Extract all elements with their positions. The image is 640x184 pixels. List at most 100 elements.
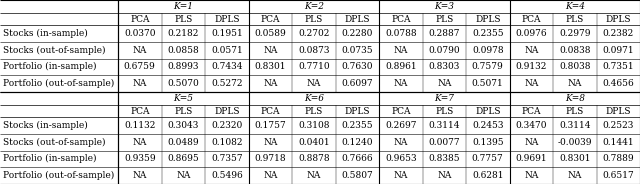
- Text: PCA: PCA: [130, 107, 150, 116]
- Text: 0.0978: 0.0978: [472, 46, 504, 55]
- Text: NA: NA: [524, 79, 538, 88]
- Text: 0.1082: 0.1082: [211, 138, 243, 147]
- Text: NA: NA: [132, 79, 147, 88]
- Text: 0.6517: 0.6517: [602, 171, 634, 180]
- Text: K=8: K=8: [564, 94, 585, 103]
- Text: 0.1757: 0.1757: [254, 121, 286, 130]
- Text: 0.0735: 0.0735: [341, 46, 373, 55]
- Text: K=2: K=2: [304, 2, 324, 11]
- Text: 0.8303: 0.8303: [429, 62, 460, 71]
- Text: 0.2355: 0.2355: [341, 121, 373, 130]
- Text: 0.9132: 0.9132: [516, 62, 547, 71]
- Text: PLS: PLS: [435, 107, 453, 116]
- Text: NA: NA: [132, 46, 147, 55]
- Text: NA: NA: [176, 171, 191, 180]
- Text: 0.4656: 0.4656: [602, 79, 634, 88]
- Text: 0.0489: 0.0489: [168, 138, 199, 147]
- Text: PCA: PCA: [522, 107, 541, 116]
- Text: NA: NA: [394, 138, 408, 147]
- Text: 0.0370: 0.0370: [124, 29, 156, 38]
- Text: 0.5071: 0.5071: [472, 79, 504, 88]
- Text: NA: NA: [263, 46, 277, 55]
- Text: 0.9691: 0.9691: [515, 154, 547, 163]
- Text: 0.3108: 0.3108: [298, 121, 330, 130]
- Text: 0.2182: 0.2182: [168, 29, 199, 38]
- Text: 0.0077: 0.0077: [428, 138, 460, 147]
- Text: NA: NA: [263, 138, 277, 147]
- Text: PCA: PCA: [522, 15, 541, 24]
- Text: 0.2280: 0.2280: [342, 29, 373, 38]
- Text: DPLS: DPLS: [214, 107, 239, 116]
- Text: PLS: PLS: [435, 15, 453, 24]
- Text: 0.2979: 0.2979: [559, 29, 591, 38]
- Text: Portfolio (in-sample): Portfolio (in-sample): [3, 154, 97, 163]
- Text: Portfolio (out-of-sample): Portfolio (out-of-sample): [3, 171, 115, 180]
- Text: PLS: PLS: [305, 107, 323, 116]
- Text: 0.2523: 0.2523: [603, 121, 634, 130]
- Text: 0.8695: 0.8695: [168, 154, 199, 163]
- Text: 0.7710: 0.7710: [298, 62, 330, 71]
- Text: NA: NA: [568, 171, 582, 180]
- Text: 0.7351: 0.7351: [602, 62, 634, 71]
- Text: 0.0971: 0.0971: [602, 46, 634, 55]
- Text: NA: NA: [132, 138, 147, 147]
- Text: 0.1240: 0.1240: [342, 138, 373, 147]
- Text: DPLS: DPLS: [605, 107, 631, 116]
- Text: 0.2887: 0.2887: [429, 29, 460, 38]
- Text: DPLS: DPLS: [344, 15, 370, 24]
- Text: 0.0858: 0.0858: [168, 46, 199, 55]
- Text: PLS: PLS: [566, 15, 584, 24]
- Text: DPLS: DPLS: [214, 15, 239, 24]
- Text: NA: NA: [132, 171, 147, 180]
- Text: Stocks (in-sample): Stocks (in-sample): [3, 29, 88, 38]
- Text: 0.0873: 0.0873: [298, 46, 330, 55]
- Text: Stocks (out-of-sample): Stocks (out-of-sample): [3, 46, 106, 55]
- Text: PLS: PLS: [566, 107, 584, 116]
- Text: NA: NA: [394, 79, 408, 88]
- Text: NA: NA: [524, 138, 538, 147]
- Text: 0.7666: 0.7666: [341, 154, 373, 163]
- Text: Portfolio (out-of-sample): Portfolio (out-of-sample): [3, 79, 115, 88]
- Text: 0.3470: 0.3470: [515, 121, 547, 130]
- Text: 0.5496: 0.5496: [211, 171, 243, 180]
- Text: 0.0790: 0.0790: [428, 46, 460, 55]
- Text: PCA: PCA: [391, 107, 410, 116]
- Text: 0.8993: 0.8993: [168, 62, 199, 71]
- Text: 0.9653: 0.9653: [385, 154, 417, 163]
- Text: 0.5807: 0.5807: [341, 171, 373, 180]
- Text: 0.0788: 0.0788: [385, 29, 417, 38]
- Text: 0.7434: 0.7434: [211, 62, 243, 71]
- Text: 0.2355: 0.2355: [472, 29, 504, 38]
- Text: DPLS: DPLS: [475, 15, 500, 24]
- Text: 0.0571: 0.0571: [211, 46, 243, 55]
- Text: NA: NA: [263, 171, 277, 180]
- Text: 0.8961: 0.8961: [385, 62, 417, 71]
- Text: 0.2702: 0.2702: [298, 29, 330, 38]
- Text: 0.7357: 0.7357: [211, 154, 243, 163]
- Text: PCA: PCA: [391, 15, 410, 24]
- Text: NA: NA: [437, 171, 451, 180]
- Text: NA: NA: [263, 79, 277, 88]
- Text: K=7: K=7: [435, 94, 454, 103]
- Text: 0.9718: 0.9718: [255, 154, 286, 163]
- Text: 0.3114: 0.3114: [429, 121, 460, 130]
- Text: 0.0976: 0.0976: [515, 29, 547, 38]
- Text: 0.0401: 0.0401: [298, 138, 330, 147]
- Text: -0.0039: -0.0039: [557, 138, 592, 147]
- Text: 0.8385: 0.8385: [428, 154, 460, 163]
- Text: NA: NA: [524, 171, 538, 180]
- Text: DPLS: DPLS: [475, 107, 500, 116]
- Text: 0.7579: 0.7579: [472, 62, 504, 71]
- Text: 0.8301: 0.8301: [559, 154, 591, 163]
- Text: 0.0838: 0.0838: [559, 46, 591, 55]
- Text: NA: NA: [394, 171, 408, 180]
- Text: 0.2382: 0.2382: [603, 29, 634, 38]
- Text: K=6: K=6: [304, 94, 324, 103]
- Text: NA: NA: [307, 171, 321, 180]
- Text: 0.7889: 0.7889: [602, 154, 634, 163]
- Text: NA: NA: [437, 79, 451, 88]
- Text: K=3: K=3: [435, 2, 454, 11]
- Text: 0.3043: 0.3043: [168, 121, 199, 130]
- Text: PLS: PLS: [305, 15, 323, 24]
- Text: PCA: PCA: [260, 107, 280, 116]
